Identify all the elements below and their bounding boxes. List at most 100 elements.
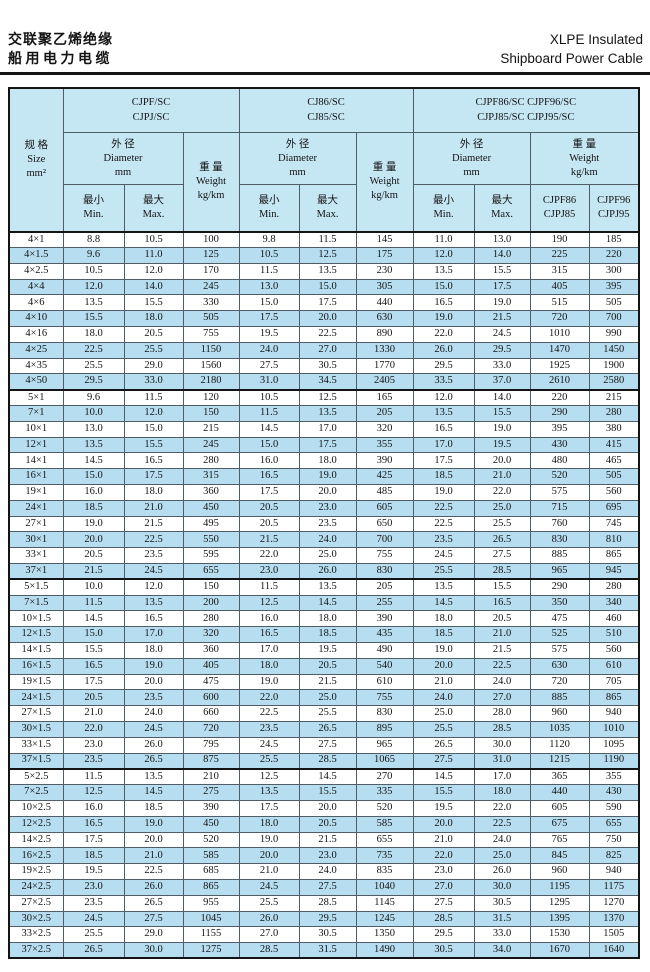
title-divider [0, 71, 650, 75]
value-cell: 1295 [529, 894, 590, 912]
table-row: 33×1.5 23.0 26.0 795 24.5 27.5 965 26.5 30.0 1120… [8, 736, 640, 754]
value-cell: 21.0 [473, 468, 531, 486]
value-cell: 27.0 [473, 689, 531, 707]
value-cell: 14.5 [238, 420, 300, 438]
table-row: 4×10 15.5 18.0 505 17.5 20.0 630 19.0 21.5 720 700 [8, 310, 640, 328]
value-cell: 520 [529, 468, 590, 486]
value-cell: 15.5 [473, 262, 531, 280]
value-cell: 14.5 [298, 767, 357, 786]
spec-table-head: 规 格 Size mm² CJPF/SC CJPJ/SC CJ86/SC CJ8… [8, 87, 640, 233]
size-cell: 27×1 [8, 515, 64, 533]
value-cell: 15.5 [62, 642, 125, 659]
value-cell: 450 [182, 815, 240, 833]
max-header-group1: 最大 Max. [123, 184, 184, 233]
value-cell: 12.0 [412, 247, 475, 264]
size-cell: 14×2.5 [8, 831, 64, 849]
value-cell: 25.5 [412, 720, 475, 738]
table-row: 24×2.5 23.0 26.0 865 24.5 27.5 1040 27.0 30.0 119… [8, 878, 640, 896]
value-cell: 525 [529, 626, 590, 643]
value-cell: 350 [529, 594, 590, 612]
value-cell: 31.0 [238, 373, 300, 391]
value-cell: 13.5 [62, 436, 125, 454]
weight-subcol-cjpf86-cjpj85: CJPF86 CJPJ85 [529, 184, 590, 233]
value-cell: 22.5 [412, 499, 475, 517]
value-cell: 10.0 [62, 578, 125, 596]
value-cell: 15.5 [412, 784, 475, 801]
value-cell: 15.0 [238, 436, 300, 454]
value-cell: 150 [182, 578, 240, 596]
value-cell: 11.5 [298, 231, 357, 249]
value-cell: 1155 [182, 926, 240, 944]
value-cell: 1245 [355, 910, 414, 928]
value-cell: 945 [588, 563, 640, 580]
value-cell: 24.5 [412, 547, 475, 565]
value-cell: 13.5 [298, 262, 357, 280]
value-cell: 24.5 [238, 878, 300, 896]
table-row: 4×1 8.8 10.5 100 9.8 11.5 145 11.0 13.0 190 185 [8, 231, 640, 249]
value-cell: 895 [355, 720, 414, 738]
size-cell: 4×10 [8, 310, 64, 328]
value-cell: 890 [355, 326, 414, 343]
value-cell: 430 [529, 436, 590, 454]
value-cell: 11.5 [238, 578, 300, 596]
size-cell: 4×6 [8, 294, 64, 312]
value-cell: 27.0 [412, 878, 475, 896]
value-cell: 720 [529, 310, 590, 328]
value-cell: 11.0 [412, 231, 475, 249]
size-cell: 24×2.5 [8, 878, 64, 896]
value-cell: 34.5 [298, 373, 357, 391]
table-row: 37×1 21.5 24.5 655 23.0 26.0 830 25.5 28.5 965 945 [8, 563, 640, 580]
value-cell: 865 [588, 689, 640, 707]
value-cell: 610 [355, 673, 414, 691]
value-cell: 37.0 [473, 373, 531, 391]
value-cell: 25.0 [473, 499, 531, 517]
value-cell: 26.5 [473, 531, 531, 549]
weight-header-group1: 重 量 Weight kg/km [182, 132, 240, 233]
value-cell: 10.5 [238, 247, 300, 264]
size-header: 规 格 Size mm² [8, 87, 64, 233]
value-cell: 19.5 [473, 436, 531, 454]
value-cell: 26.0 [473, 863, 531, 880]
value-cell: 25.5 [473, 515, 531, 533]
value-cell: 28.5 [298, 894, 357, 912]
value-cell: 14.5 [62, 452, 125, 470]
value-cell: 505 [588, 294, 640, 312]
weight-cn: 重 量 [372, 161, 397, 173]
value-cell: 21.0 [473, 626, 531, 643]
value-cell: 19.0 [412, 310, 475, 328]
value-cell: 795 [182, 736, 240, 754]
min-cn: 最小 [433, 194, 455, 206]
size-cell: 7×2.5 [8, 784, 64, 801]
value-cell: 24.0 [123, 705, 184, 722]
value-cell: 16.5 [62, 657, 125, 675]
size-cell: 37×2.5 [8, 942, 64, 959]
table-row: 27×2.5 23.5 26.5 955 25.5 28.5 1145 27.5 30.5 129… [8, 894, 640, 912]
value-cell: 28.0 [473, 705, 531, 722]
table-row: 4×2.5 10.5 12.0 170 11.5 13.5 230 13.5 15.5 315 30… [8, 262, 640, 280]
size-cell: 37×1 [8, 563, 64, 580]
value-cell: 33.0 [473, 926, 531, 944]
value-cell: 550 [182, 531, 240, 549]
group1-line2: CJPJ/SC [132, 111, 170, 123]
value-cell: 25.5 [62, 926, 125, 944]
value-cell: 960 [529, 705, 590, 722]
weight-en: Weight [369, 175, 400, 187]
value-cell: 20.0 [123, 673, 184, 691]
value-cell: 230 [355, 262, 414, 280]
value-cell: 30.5 [298, 926, 357, 944]
value-cell: 26.0 [298, 563, 357, 580]
group2-line2: CJ85/SC [307, 111, 345, 123]
value-cell: 25.0 [412, 705, 475, 722]
value-cell: 18.0 [123, 642, 184, 659]
size-cell: 33×1 [8, 547, 64, 565]
value-cell: 22.5 [412, 515, 475, 533]
value-cell: 20.0 [123, 831, 184, 849]
value-cell: 10.0 [62, 405, 125, 422]
value-cell: 29.5 [473, 341, 531, 359]
title-chinese-line2: 船用电力电缆 [8, 49, 113, 66]
value-cell: 275 [182, 784, 240, 801]
value-cell: 11.5 [238, 262, 300, 280]
diameter-unit: mm [114, 166, 132, 178]
value-cell: 1395 [529, 910, 590, 928]
value-cell: 18.0 [412, 610, 475, 628]
